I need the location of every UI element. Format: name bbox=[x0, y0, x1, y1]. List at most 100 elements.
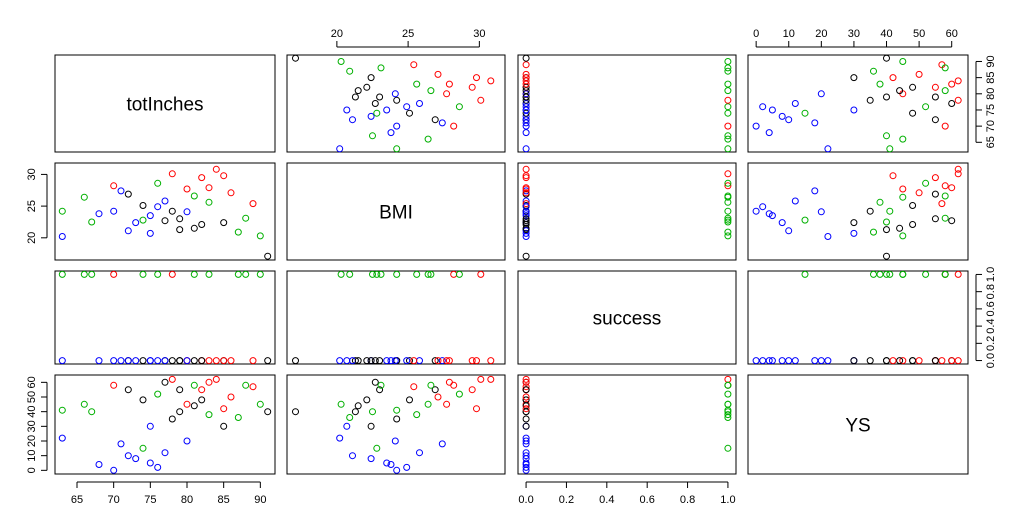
point-totInches-vs-BMI bbox=[450, 122, 458, 130]
point-totInches-vs-YS bbox=[876, 80, 884, 88]
point-success-vs-YS bbox=[866, 357, 874, 365]
tick-label-top-YS: 20 bbox=[815, 28, 827, 40]
point-totInches-vs-YS bbox=[801, 109, 809, 117]
point-BMI-vs-totInches bbox=[256, 232, 264, 240]
point-totInches-vs-YS bbox=[931, 83, 939, 91]
tick-label-bottom-success: 1.0 bbox=[720, 494, 735, 506]
point-YS-vs-totInches bbox=[183, 400, 191, 408]
point-success-vs-BMI bbox=[373, 270, 381, 278]
point-totInches-vs-success bbox=[724, 103, 732, 111]
point-totInches-vs-BMI bbox=[354, 87, 362, 95]
point-totInches-vs-BMI bbox=[363, 83, 371, 91]
panel-success-totInches bbox=[54, 270, 276, 365]
point-totInches-vs-BMI bbox=[413, 80, 421, 88]
tick-label-right-success: 0.4 bbox=[985, 318, 997, 333]
point-BMI-vs-YS bbox=[909, 221, 917, 228]
point-YS-vs-totInches bbox=[220, 405, 228, 413]
point-BMI-vs-totInches bbox=[154, 179, 162, 187]
point-BMI-vs-totInches bbox=[190, 192, 198, 200]
point-success-vs-BMI bbox=[410, 357, 418, 365]
point-success-vs-YS bbox=[870, 270, 877, 278]
point-BMI-vs-totInches bbox=[110, 182, 118, 190]
point-BMI-vs-YS bbox=[866, 207, 874, 215]
point-success-vs-BMI bbox=[354, 357, 362, 365]
point-totInches-vs-YS bbox=[954, 96, 962, 104]
point-BMI-vs-totInches bbox=[227, 189, 235, 197]
point-totInches-vs-BMI bbox=[292, 54, 299, 62]
panel-totInches-YS bbox=[747, 54, 969, 153]
point-totInches-vs-BMI bbox=[443, 90, 451, 98]
point-BMI-vs-totInches bbox=[154, 203, 162, 211]
point-totInches-vs-BMI bbox=[349, 116, 356, 124]
point-BMI-vs-success bbox=[522, 227, 530, 235]
point-success-vs-BMI bbox=[343, 357, 351, 365]
point-totInches-vs-BMI bbox=[424, 135, 432, 143]
point-totInches-vs-BMI bbox=[455, 103, 463, 111]
point-totInches-vs-BMI bbox=[377, 64, 385, 72]
point-BMI-vs-totInches bbox=[220, 172, 228, 180]
point-totInches-vs-BMI bbox=[406, 109, 413, 117]
point-totInches-vs-YS bbox=[883, 54, 890, 62]
point-success-vs-totInches bbox=[220, 357, 228, 365]
tick-label-bottom-success: 0.0 bbox=[518, 494, 533, 506]
point-YS-vs-BMI bbox=[413, 411, 421, 419]
point-BMI-vs-YS bbox=[883, 218, 890, 226]
point-success-vs-totInches bbox=[212, 357, 220, 365]
diagonal-label-YS: YS bbox=[845, 416, 870, 437]
point-BMI-vs-YS bbox=[954, 165, 962, 173]
point-totInches-vs-YS bbox=[909, 109, 917, 117]
point-YS-vs-totInches bbox=[190, 402, 198, 410]
point-YS-vs-totInches bbox=[176, 408, 184, 416]
point-success-vs-totInches bbox=[242, 270, 250, 278]
point-YS-vs-totInches bbox=[124, 386, 132, 394]
point-totInches-vs-BMI bbox=[346, 67, 354, 75]
tick-label-left-BMI: 25 bbox=[26, 200, 38, 212]
point-totInches-vs-YS bbox=[811, 119, 819, 127]
point-YS-vs-totInches bbox=[154, 463, 162, 471]
point-success-vs-YS bbox=[886, 270, 894, 278]
point-totInches-vs-BMI bbox=[393, 122, 401, 130]
point-success-vs-BMI bbox=[376, 357, 384, 365]
point-totInches-vs-success bbox=[522, 54, 530, 62]
point-YS-vs-BMI bbox=[410, 383, 418, 391]
point-YS-vs-totInches bbox=[161, 449, 169, 457]
point-BMI-vs-totInches bbox=[58, 207, 66, 215]
point-totInches-vs-BMI bbox=[373, 109, 381, 117]
point-success-vs-BMI bbox=[413, 270, 421, 278]
point-BMI-vs-YS bbox=[941, 182, 949, 190]
panel-BMI-success bbox=[517, 162, 737, 261]
point-success-vs-YS bbox=[759, 357, 767, 365]
point-success-vs-YS bbox=[915, 357, 923, 365]
point-YS-vs-totInches bbox=[198, 396, 206, 404]
panel-success-BMI bbox=[286, 270, 506, 365]
tick-label-left-BMI: 20 bbox=[26, 232, 38, 244]
point-success-vs-BMI bbox=[487, 357, 495, 365]
point-YS-vs-totInches bbox=[110, 466, 118, 474]
point-YS-vs-totInches bbox=[58, 434, 66, 442]
point-success-vs-YS bbox=[909, 357, 917, 365]
point-YS-vs-BMI bbox=[455, 390, 463, 398]
point-BMI-vs-totInches bbox=[234, 228, 242, 236]
point-totInches-vs-YS bbox=[922, 103, 930, 111]
tick-label-top-BMI: 20 bbox=[331, 28, 343, 40]
point-YS-vs-BMI bbox=[393, 466, 401, 474]
point-success-vs-YS bbox=[941, 270, 949, 278]
point-BMI-vs-YS bbox=[824, 233, 832, 240]
point-YS-vs-success bbox=[522, 422, 530, 430]
tick-label-bottom-totInches: 90 bbox=[254, 494, 266, 506]
tick-label-left-BMI: 30 bbox=[26, 168, 38, 180]
point-totInches-vs-YS bbox=[883, 93, 890, 101]
point-success-vs-YS bbox=[899, 357, 907, 365]
point-BMI-vs-YS bbox=[817, 208, 825, 216]
panel-YS-totInches bbox=[54, 374, 276, 475]
point-BMI-vs-success bbox=[522, 200, 530, 208]
point-YS-vs-BMI bbox=[292, 408, 299, 416]
point-success-vs-totInches bbox=[80, 270, 88, 278]
point-YS-vs-totInches bbox=[132, 455, 140, 463]
point-BMI-vs-success bbox=[724, 207, 732, 215]
point-success-vs-YS bbox=[752, 357, 760, 365]
point-success-vs-totInches bbox=[161, 357, 169, 365]
point-totInches-vs-YS bbox=[785, 116, 793, 124]
point-success-vs-YS bbox=[889, 357, 897, 365]
point-success-vs-totInches bbox=[110, 270, 118, 278]
